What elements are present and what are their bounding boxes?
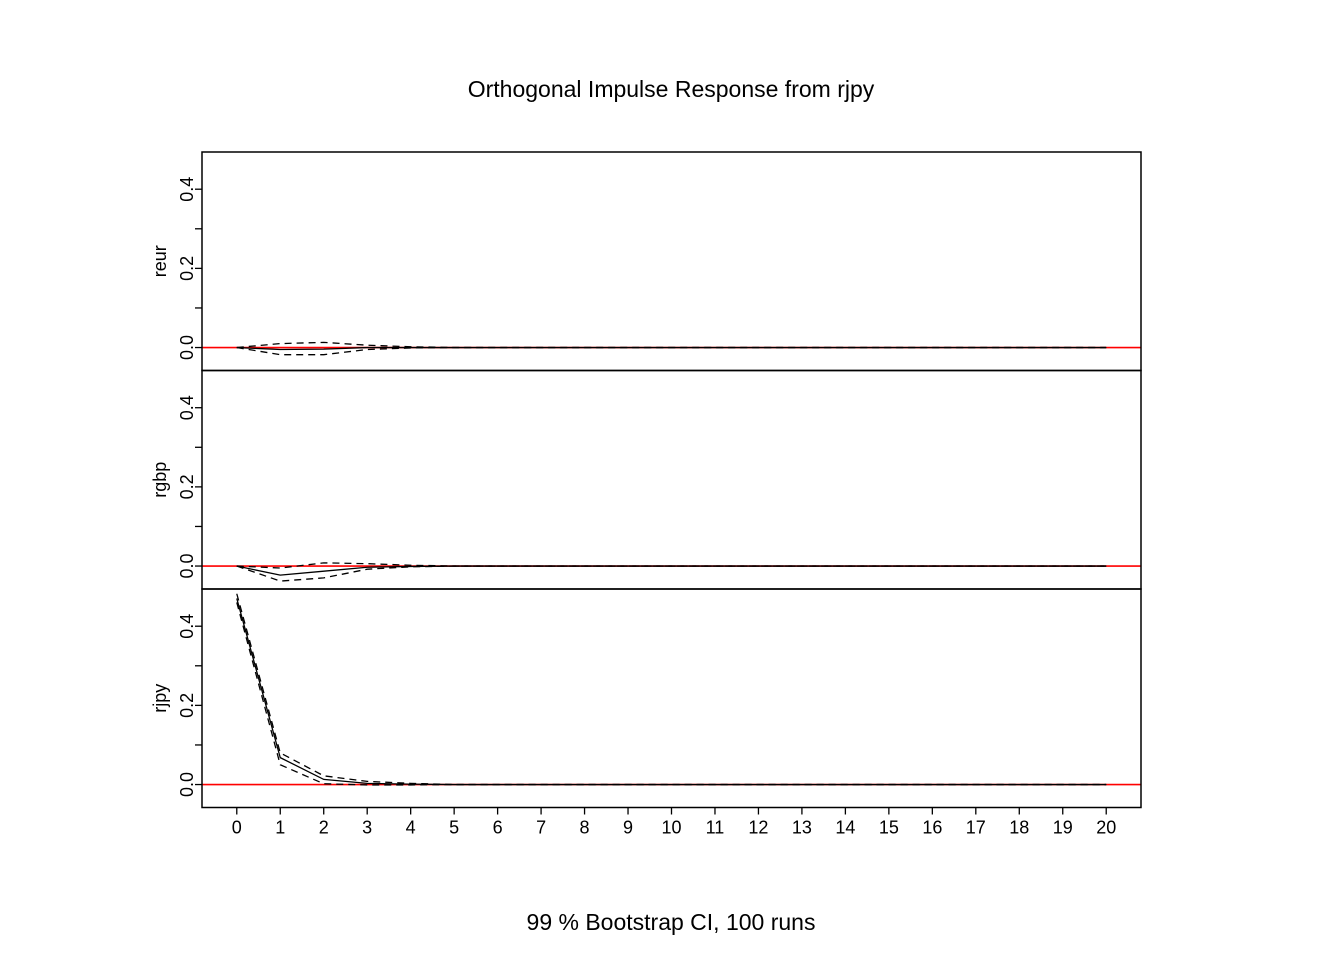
x-tick-label: 19 (1053, 818, 1073, 838)
x-tick-label: 20 (1096, 818, 1116, 838)
lower-ci-line (236, 346, 1107, 356)
panel-frame (201, 151, 1142, 372)
x-tick-label: 2 (319, 818, 329, 838)
x-tick-label: 6 (493, 818, 503, 838)
x-tick-label: 14 (835, 818, 855, 838)
y-tick-label: 0.2 (177, 693, 197, 718)
irf-line (236, 565, 1107, 576)
panel-rgbp: 0.0 0.2 0.4 rgbp (150, 369, 1142, 590)
x-tick-label: 10 (661, 818, 681, 838)
x-tick-label: 4 (406, 818, 416, 838)
x-tick-label: 1 (275, 818, 285, 838)
x-tick-label: 15 (879, 818, 899, 838)
irf-line (236, 346, 1107, 351)
lower-ci-line (236, 602, 1107, 786)
y-tick-label: 0.4 (177, 395, 197, 420)
x-axis-label: 99 % Bootstrap CI, 100 runs (527, 909, 816, 935)
x-tick-label: 16 (922, 818, 942, 838)
irf-line (236, 598, 1107, 786)
panel-variable-label: rgbp (150, 462, 170, 498)
panel-frame (201, 369, 1142, 590)
upper-ci-line (236, 593, 1107, 786)
y-tick-label: 0.2 (177, 256, 197, 281)
x-tick-label: 13 (792, 818, 812, 838)
panel-variable-label: rjpy (150, 684, 170, 713)
panel-rjpy: 0.0 0.2 0.4 rjpy (150, 588, 1142, 809)
x-tick-label: 18 (1009, 818, 1029, 838)
panel-reur: 0.0 0.2 0.4 reur (150, 151, 1142, 372)
y-tick-label: 0.4 (177, 177, 197, 202)
x-tick-label: 7 (536, 818, 546, 838)
panel-variable-label: reur (150, 245, 170, 277)
x-axis: 0 1 2 3 4 5 6 7 8 9 10 11 12 13 14 15 16 17 18 19 20 (232, 807, 1116, 838)
y-tick-label: 0.2 (177, 474, 197, 499)
y-tick-label: 0.0 (177, 554, 197, 579)
y-tick-label: 0.0 (177, 772, 197, 797)
x-tick-label: 8 (580, 818, 590, 838)
x-tick-label: 11 (706, 818, 725, 838)
x-tick-label: 0 (232, 818, 242, 838)
x-tick-label: 9 (623, 818, 633, 838)
y-tick-label: 0.0 (177, 335, 197, 360)
x-tick-label: 3 (362, 818, 372, 838)
y-tick-label: 0.4 (177, 614, 197, 639)
chart-title: Orthogonal Impulse Response from rjpy (468, 76, 875, 102)
panel-frame (201, 588, 1142, 809)
x-tick-label: 17 (966, 818, 986, 838)
lower-ci-line (236, 565, 1107, 582)
x-tick-label: 12 (748, 818, 768, 838)
x-tick-label: 5 (449, 818, 459, 838)
